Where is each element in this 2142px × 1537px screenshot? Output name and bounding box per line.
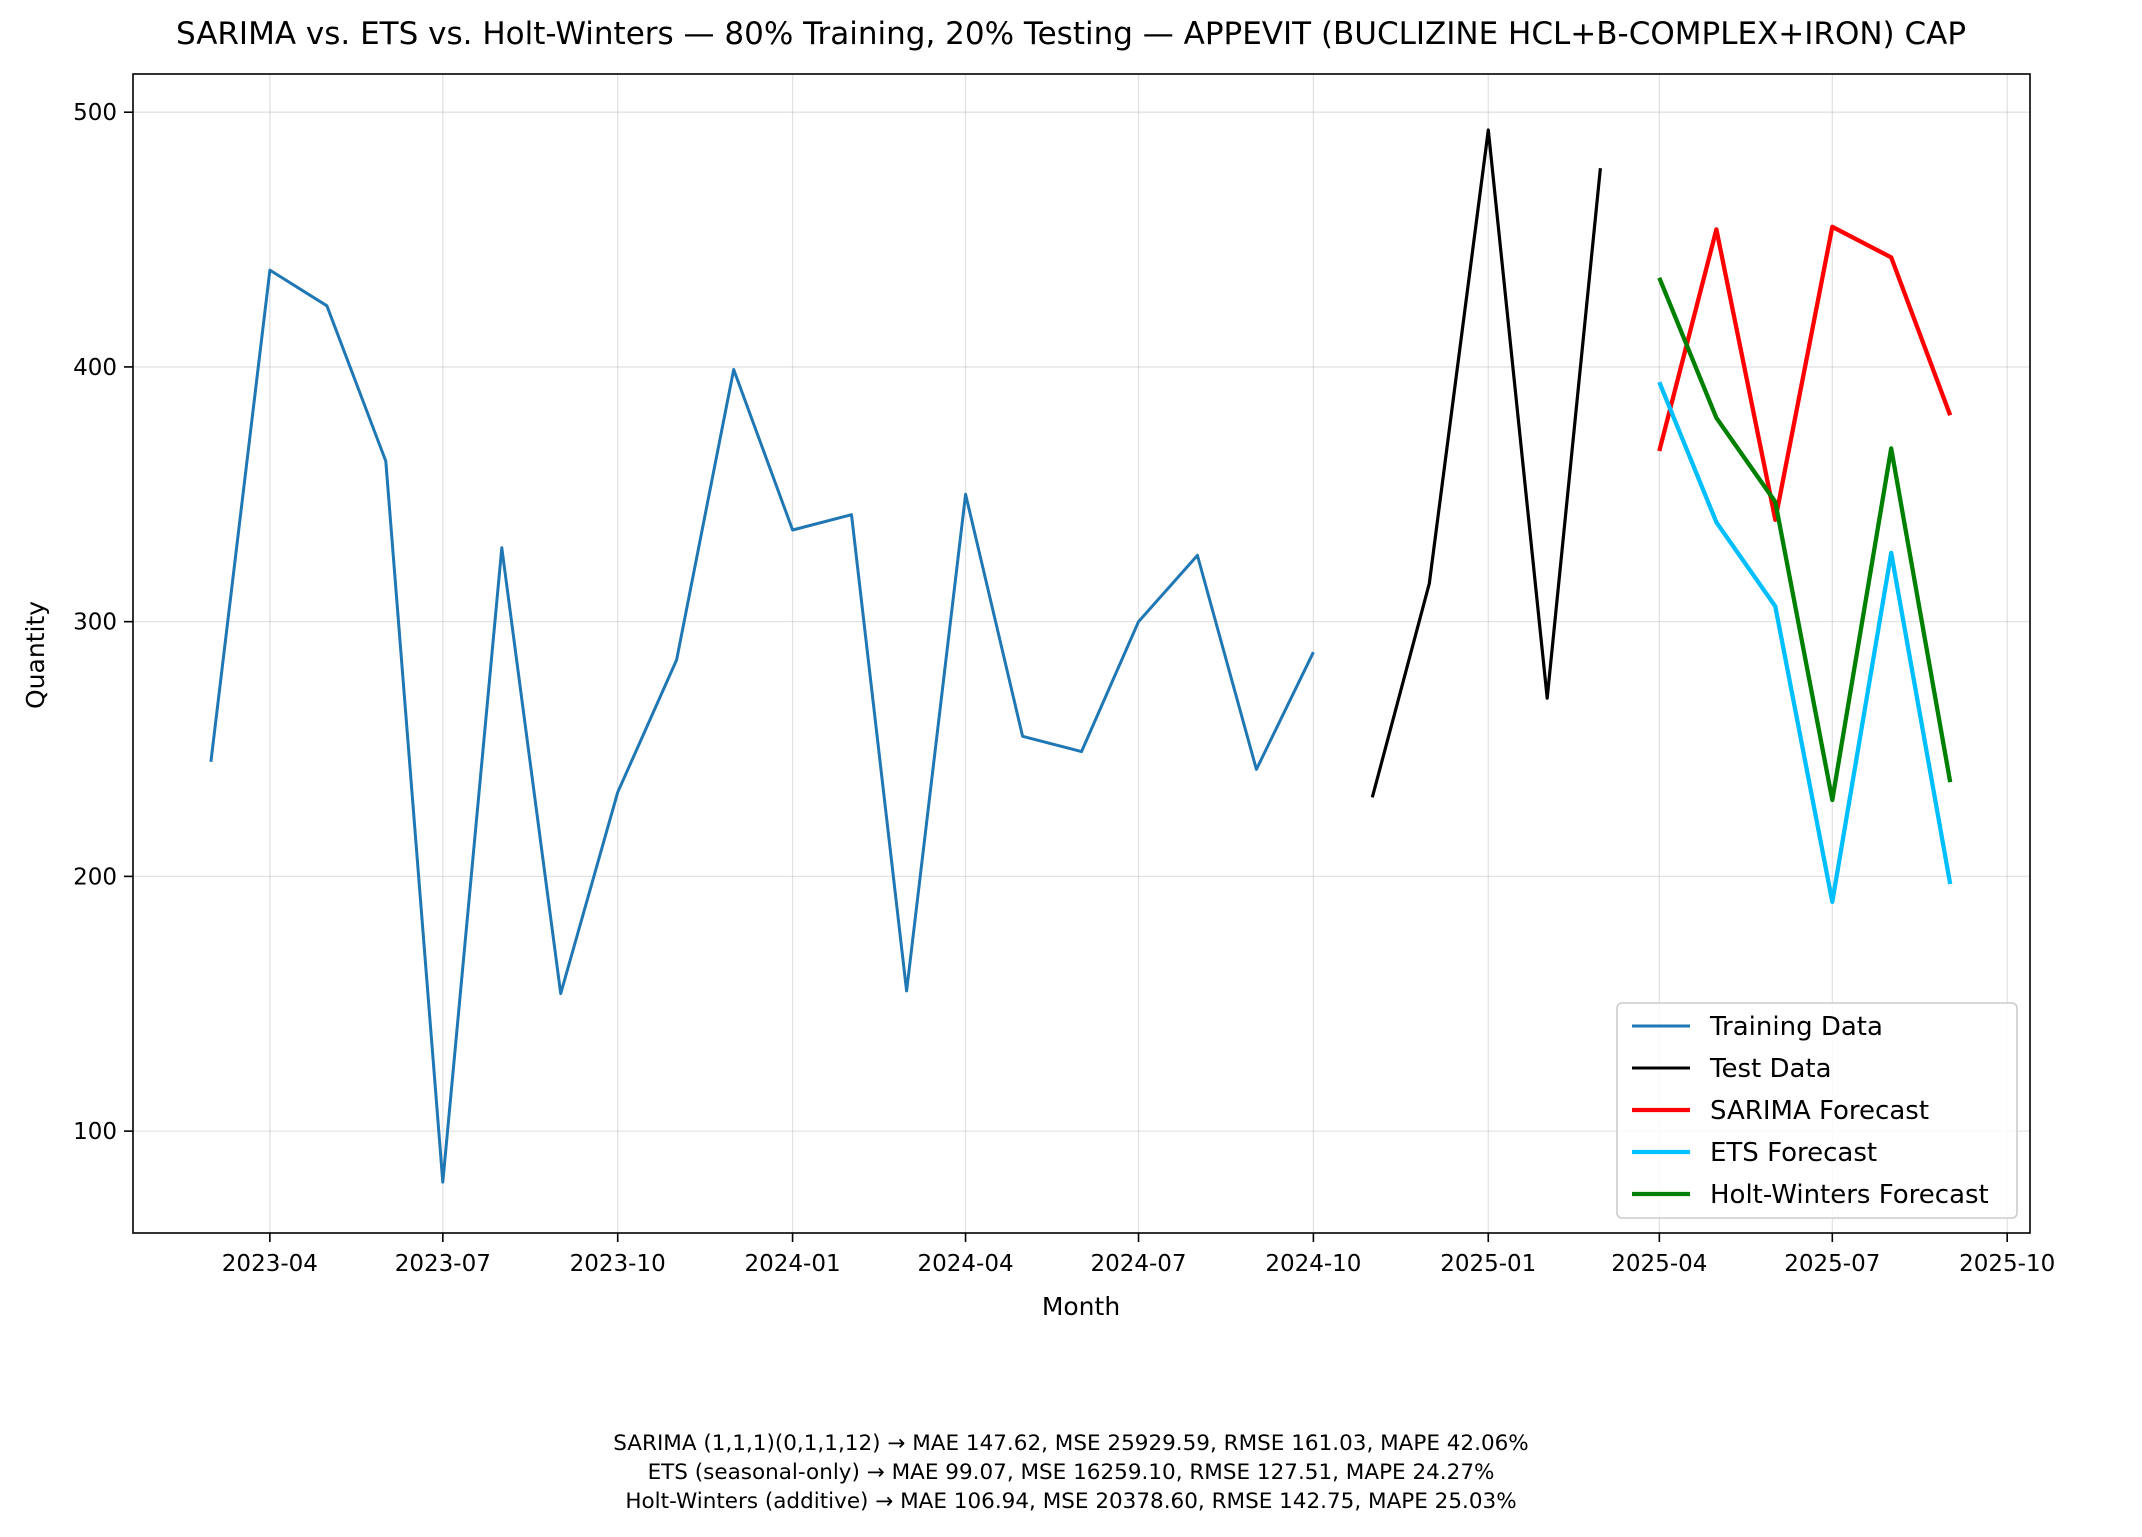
series-line-holt-winters-forecast [1657, 276, 1953, 803]
metrics-line-holt-winters: Holt-Winters (additive) → MAE 106.94, MS… [625, 1489, 1517, 1514]
x-tick-label: 2024-04 [917, 1251, 1013, 1277]
metrics-line-ets: ETS (seasonal-only) → MAE 99.07, MSE 162… [647, 1460, 1495, 1485]
x-tick-label: 2024-07 [1090, 1251, 1186, 1277]
x-tick-label: 2023-10 [570, 1251, 666, 1277]
y-tick-label: 100 [73, 1119, 117, 1145]
x-tick-label: 2025-07 [1784, 1251, 1880, 1277]
y-tick-label: 500 [73, 100, 117, 126]
series-line-sarima-forecast [1657, 224, 1953, 522]
x-axis-label: Month [1042, 1292, 1120, 1321]
x-tick-label: 2023-07 [395, 1251, 491, 1277]
metrics-line-sarima: SARIMA (1,1,1)(0,1,1,12) → MAE 147.62, M… [613, 1431, 1529, 1456]
x-tick-label: 2025-04 [1611, 1251, 1707, 1277]
x-tick-label: 2023-04 [222, 1251, 318, 1277]
legend-label-holt-winters-forecast: Holt-Winters Forecast [1710, 1180, 1989, 1210]
legend-label-test-data: Test Data [1709, 1054, 1832, 1084]
chart-title: SARIMA vs. ETS vs. Holt-Winters — 80% Tr… [176, 16, 1966, 52]
series-line-training-data [209, 268, 1315, 1184]
series-line-ets-forecast [1657, 381, 1953, 905]
metrics-summary: SARIMA (1,1,1)(0,1,1,12) → MAE 147.62, M… [0, 1429, 2142, 1516]
series-line-test-data [1370, 128, 1602, 798]
plot-frame [132, 73, 2031, 1234]
legend-label-training-data: Training Data [1709, 1012, 1883, 1042]
x-tick-label: 2025-10 [1959, 1251, 2055, 1277]
series-lines [209, 128, 1953, 1184]
x-tick-label: 2025-01 [1440, 1251, 1536, 1277]
legend: Training Data Test Data SARIMA Forecast ETS… [1616, 1002, 2018, 1219]
y-tick-label: 300 [73, 610, 117, 636]
y-axis-label: Quantity [21, 601, 50, 709]
x-tick-label: 2024-01 [745, 1251, 841, 1277]
legend-label-ets-forecast: ETS Forecast [1710, 1138, 1877, 1168]
x-tick-label: 2024-10 [1265, 1251, 1361, 1277]
y-axis-ticks: 100 200 300 400 500 [73, 100, 133, 1145]
legend-label-sarima-forecast: SARIMA Forecast [1710, 1096, 1929, 1126]
x-axis-ticks: 2023-04 2023-07 2023-10 2024-01 2024-04 2024-… [222, 1233, 2055, 1277]
grid [133, 74, 2030, 1233]
y-tick-label: 200 [73, 864, 117, 890]
y-tick-label: 400 [73, 355, 117, 381]
legend-frame [1616, 1002, 2018, 1219]
